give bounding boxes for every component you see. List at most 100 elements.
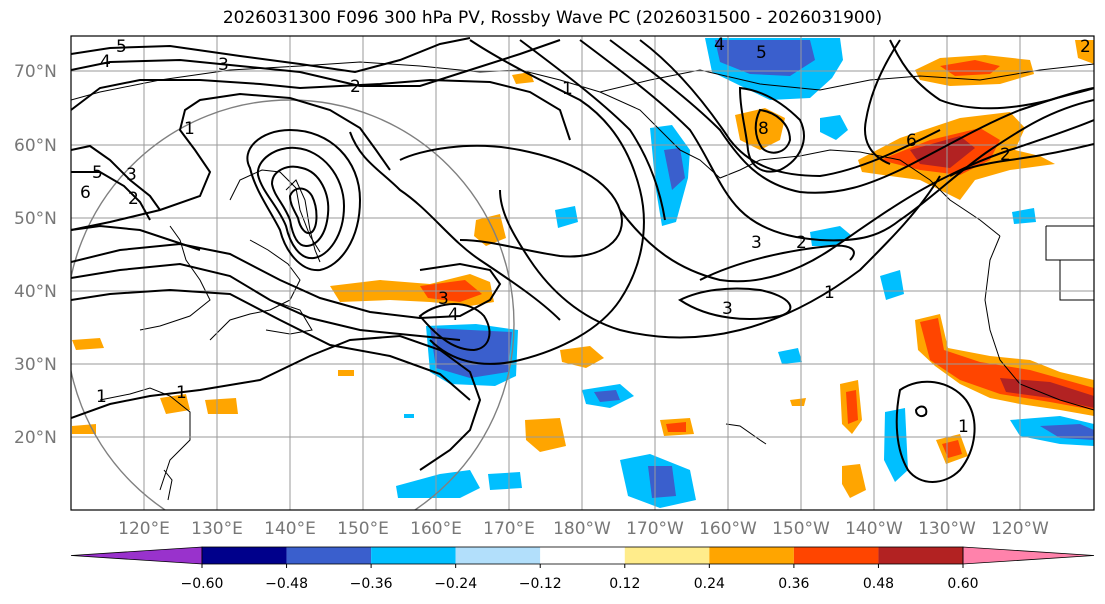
lon-label: 120°E [118,519,170,539]
negative-anomaly-area [488,472,522,490]
contour-label: 2 [796,233,807,253]
positive-anomaly-area [512,72,534,84]
positive-anomaly-area [842,464,866,498]
positive-anomaly-area [474,214,506,246]
contour-label: 4 [714,35,725,55]
colorbar-segment [371,547,456,564]
colorbar-tick-label: 0.12 [609,576,640,592]
positive-anomaly-core [940,60,1000,76]
contour-labels: 5 4 3 2 1 1 2 3 3 2 1 3 4 1 4 5 8 2 6 1 … [80,35,1091,437]
contour-label: 3 [218,55,229,75]
lon-label: 170°E [483,519,535,539]
colorbar-extend-max [962,546,1095,565]
contour-label: 8 [758,119,769,139]
lon-label: 180°W [553,519,611,539]
colorbar-segment [540,547,625,564]
contour-label: 3 [751,233,762,253]
reference-circle [71,99,515,510]
positive-anomaly-area [72,338,104,350]
positive-anomaly-area [525,418,566,452]
contour-label: 6 [80,183,91,203]
lat-label: 20°N [14,428,57,448]
contour-label: 1 [562,79,573,99]
positive-anomaly-area [72,424,96,434]
contour-label: 2 [1000,145,1011,165]
contour-label: 3 [438,289,449,309]
contour-label: 4 [100,52,111,72]
negative-anomaly-core [648,466,676,498]
lat-label: 50°N [14,209,57,229]
colorbar-segment [793,547,879,564]
contour-label: 1 [184,119,195,139]
contour-label: 5 [116,37,127,57]
colorbar-tick-label: −0.24 [434,576,477,592]
colorbar-tick-label: 0.48 [863,576,894,592]
contour-label: 4 [448,305,459,325]
contour-label: 5 [756,43,767,63]
lon-label: 160°E [410,519,462,539]
graticule [71,36,1094,510]
colorbar-segment [624,547,710,564]
negative-anomaly-area [778,348,802,364]
colorbar-extend-min [70,546,203,565]
positive-anomaly-peak [910,136,975,168]
lon-label: 120°W [991,519,1049,539]
colorbar-tick-label: 0.60 [947,576,978,592]
lat-label: 40°N [14,282,57,302]
lon-label: 130°W [918,519,976,539]
positive-anomaly-area [1075,40,1094,64]
colorbar-tick-label: −0.12 [519,576,562,592]
contour-label: 2 [1080,37,1091,57]
pv-contours [71,37,1094,483]
negative-anomaly-core [664,148,685,190]
contour-label: 6 [906,131,917,151]
negative-anomaly-core [1040,424,1094,440]
positive-anomaly-area [205,398,238,414]
negative-anomaly-area [884,408,908,482]
lon-label: 150°W [772,519,830,539]
negative-anomaly-area [1012,208,1036,224]
negative-anomaly-core [715,40,815,76]
colorbar: −0.60 −0.48 −0.36 −0.24 −0.12 0.12 0.24 0.36 0.4… [70,546,1095,592]
contour-label: 5 [92,163,103,183]
positive-anomaly-core [666,422,686,432]
map-frame [70,35,1095,511]
lon-label: 160°W [699,519,757,539]
lon-label: 140°W [845,519,903,539]
contour-label: 1 [824,283,835,303]
negative-anomaly-area [880,270,904,300]
colorbar-segment [202,547,287,564]
lon-label: 140°E [264,519,316,539]
lat-label: 30°N [14,355,57,375]
lat-label: 70°N [14,62,57,82]
contour-label: 3 [722,299,733,319]
colorbar-tick-label: −0.48 [265,576,308,592]
colorbar-segment [878,547,963,564]
colorbar-tick-label: −0.60 [181,576,224,592]
colorbar-segment [455,547,541,564]
positive-anomaly-core [846,390,858,424]
negative-anomaly-area [396,470,480,498]
negative-anomaly-area [820,115,848,140]
negative-anomaly-core [430,328,512,378]
colorbar-tick-label: 0.24 [694,576,725,592]
colorbar-segment [286,547,372,564]
colorbar-outline [201,546,964,565]
contour-label: 1 [958,417,969,437]
negative-anomaly-area [555,206,578,228]
positive-anomaly-area [790,398,806,406]
longitude-labels: 120°E 130°E 140°E 150°E 160°E 170°E 180°… [118,519,1049,539]
lon-label: 150°E [337,519,389,539]
lon-label: 170°W [626,519,684,539]
negative-anomaly-area [404,414,414,418]
colorbar-segment [709,547,794,564]
negative-anomaly-core [594,390,620,402]
contour-label: 1 [96,387,107,407]
lon-label: 130°E [191,519,243,539]
positive-anomaly-area [160,394,190,414]
map-title: 2026031300 F096 300 hPa PV, Rossby Wave … [222,8,883,28]
contour-label: 2 [128,189,139,209]
colorbar-tick-label: −0.36 [350,576,393,592]
positive-anomaly-area [338,370,354,376]
contour-label: 1 [176,383,187,403]
